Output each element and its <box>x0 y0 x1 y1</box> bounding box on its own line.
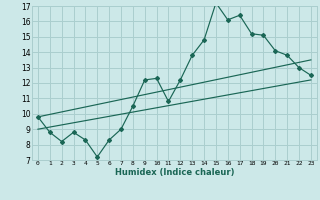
X-axis label: Humidex (Indice chaleur): Humidex (Indice chaleur) <box>115 168 234 177</box>
